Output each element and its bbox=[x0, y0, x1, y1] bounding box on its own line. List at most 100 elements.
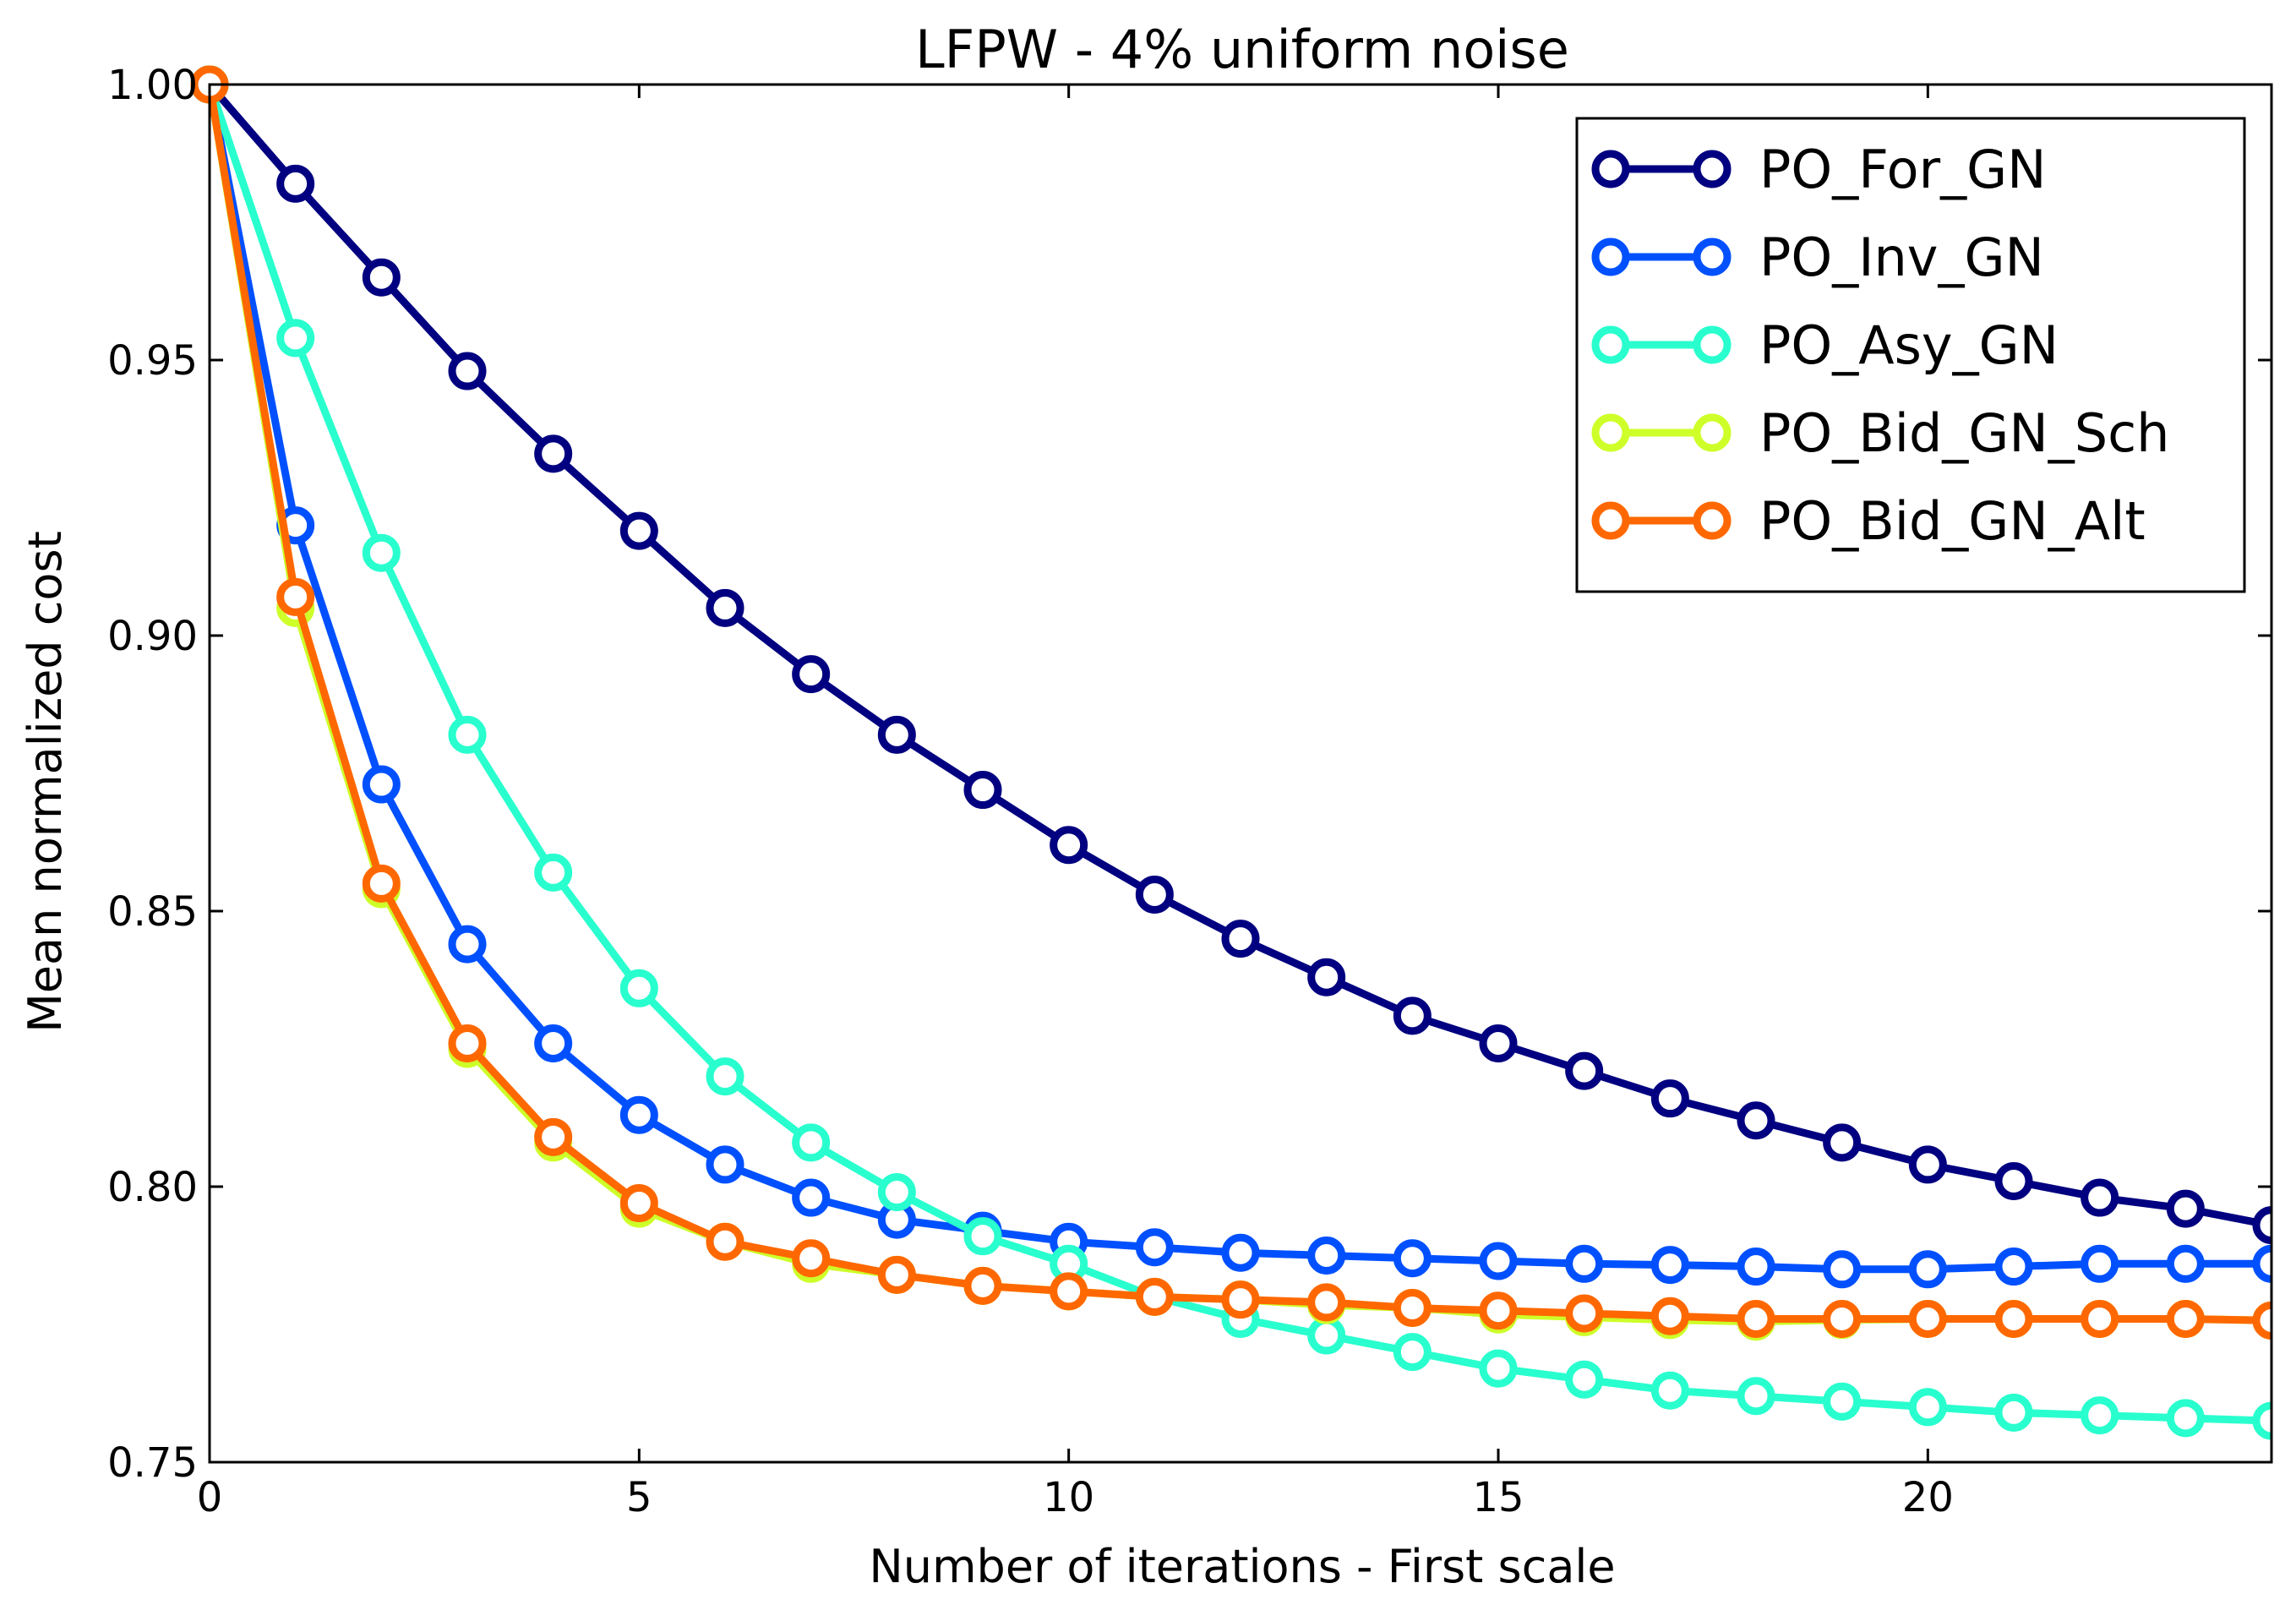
y-axis-label: Mean normalized cost bbox=[19, 531, 72, 1033]
data-point bbox=[1393, 996, 1432, 1035]
data-point bbox=[1994, 1161, 2033, 1200]
chart-title: LFPW - 4% uniform noise bbox=[915, 19, 1569, 80]
data-point bbox=[1908, 1250, 1947, 1289]
legend-marker bbox=[1591, 413, 1630, 452]
data-point bbox=[448, 1024, 487, 1062]
data-point bbox=[1479, 1024, 1518, 1062]
data-point bbox=[362, 864, 401, 903]
data-point bbox=[963, 1217, 1002, 1256]
data-point bbox=[706, 588, 744, 627]
data-point bbox=[877, 1255, 916, 1294]
data-point bbox=[1565, 1360, 1604, 1399]
data-point bbox=[1565, 1244, 1604, 1283]
legend-label: PO_For_GN bbox=[1759, 139, 2047, 200]
legend-marker bbox=[1591, 501, 1630, 540]
data-point bbox=[1650, 1371, 1689, 1410]
data-point bbox=[1221, 1233, 1260, 1272]
x-tick-label: 10 bbox=[1043, 1474, 1094, 1521]
legend-marker bbox=[1591, 237, 1630, 276]
data-point bbox=[1650, 1079, 1689, 1118]
data-point bbox=[1737, 1299, 1775, 1338]
data-point bbox=[1307, 1283, 1346, 1322]
data-point bbox=[1650, 1297, 1689, 1335]
data-point bbox=[792, 1178, 831, 1217]
data-point bbox=[534, 1024, 573, 1062]
data-point bbox=[1994, 1299, 2033, 1338]
data-point bbox=[1823, 1123, 1862, 1162]
legend-box bbox=[1575, 117, 2246, 593]
y-tick-label: 0.75 bbox=[107, 1439, 198, 1487]
data-point bbox=[706, 1145, 744, 1184]
x-axis-label: Number of iterations - First scale bbox=[869, 1540, 1615, 1593]
data-point bbox=[1135, 875, 1174, 914]
data-point bbox=[619, 1095, 658, 1134]
legend-marker bbox=[1693, 150, 1732, 188]
legend-label: PO_Inv_GN bbox=[1759, 227, 2044, 288]
data-point bbox=[1050, 1272, 1088, 1311]
x-tick-label: 0 bbox=[197, 1474, 223, 1521]
data-point bbox=[877, 1173, 916, 1212]
x-tick-label: 20 bbox=[1902, 1474, 1954, 1521]
y-tick-label: 0.90 bbox=[107, 613, 198, 660]
data-point bbox=[276, 319, 315, 358]
data-point bbox=[1221, 1280, 1260, 1319]
data-point bbox=[1050, 826, 1088, 865]
legend-marker bbox=[1693, 325, 1732, 364]
data-point bbox=[448, 715, 487, 754]
legend-item: PO_Asy_GN bbox=[1591, 314, 2059, 376]
data-point bbox=[1737, 1377, 1775, 1416]
data-point bbox=[1737, 1247, 1775, 1286]
data-point bbox=[2252, 1244, 2271, 1283]
legend-label: PO_Bid_GN_Sch bbox=[1759, 402, 2169, 464]
data-point bbox=[1307, 958, 1346, 996]
data-point bbox=[2166, 1189, 2205, 1228]
data-point bbox=[877, 715, 916, 754]
data-point bbox=[1393, 1288, 1432, 1327]
data-point bbox=[534, 853, 573, 892]
data-point bbox=[1994, 1393, 2033, 1432]
data-point bbox=[1393, 1239, 1432, 1278]
data-point bbox=[1221, 920, 1260, 958]
plot-area bbox=[190, 65, 2271, 1440]
data-point bbox=[276, 577, 315, 616]
data-point bbox=[2081, 1396, 2119, 1435]
data-point bbox=[1737, 1101, 1775, 1140]
data-point bbox=[1823, 1382, 1862, 1421]
series-PO_Bid_GN_Alt bbox=[190, 65, 2271, 1340]
data-point bbox=[1823, 1250, 1862, 1289]
data-point bbox=[2081, 1178, 2119, 1217]
series-PO_Asy_GN bbox=[190, 65, 2271, 1440]
legend: PO_For_GN PO_Inv_GN PO_Asy_GN PO_Bid_GN_Sch… bbox=[1575, 117, 2246, 593]
data-point bbox=[1479, 1242, 1518, 1280]
data-point bbox=[362, 533, 401, 572]
data-point bbox=[2081, 1299, 2119, 1338]
series-PO_Inv_GN bbox=[190, 65, 2271, 1289]
data-point bbox=[619, 1184, 658, 1223]
y-tick-label: 0.85 bbox=[107, 888, 198, 936]
data-point bbox=[1307, 1316, 1346, 1355]
x-axis: 0 5 10 15 20 bbox=[197, 85, 1954, 1521]
data-point bbox=[276, 164, 315, 203]
data-point bbox=[1135, 1228, 1174, 1267]
data-point bbox=[534, 1117, 573, 1156]
data-point bbox=[1307, 1237, 1346, 1275]
legend-item: PO_For_GN bbox=[1591, 139, 2047, 200]
data-point bbox=[792, 655, 831, 694]
plot-frame bbox=[208, 83, 2273, 1464]
data-point bbox=[619, 969, 658, 1007]
data-point bbox=[362, 258, 401, 297]
data-point bbox=[1565, 1051, 1604, 1090]
x-tick-label: 15 bbox=[1472, 1474, 1524, 1521]
data-point bbox=[1908, 1145, 1947, 1184]
legend-marker bbox=[1693, 413, 1732, 452]
data-point bbox=[448, 352, 487, 390]
data-point bbox=[2081, 1244, 2119, 1283]
legend-marker bbox=[1591, 150, 1630, 188]
x-tick-label: 5 bbox=[626, 1474, 652, 1521]
legend-item: PO_Bid_GN_Alt bbox=[1591, 490, 2146, 552]
data-point bbox=[448, 925, 487, 964]
data-point bbox=[2166, 1399, 2205, 1438]
data-point bbox=[2252, 1401, 2271, 1440]
legend-marker bbox=[1693, 237, 1732, 276]
